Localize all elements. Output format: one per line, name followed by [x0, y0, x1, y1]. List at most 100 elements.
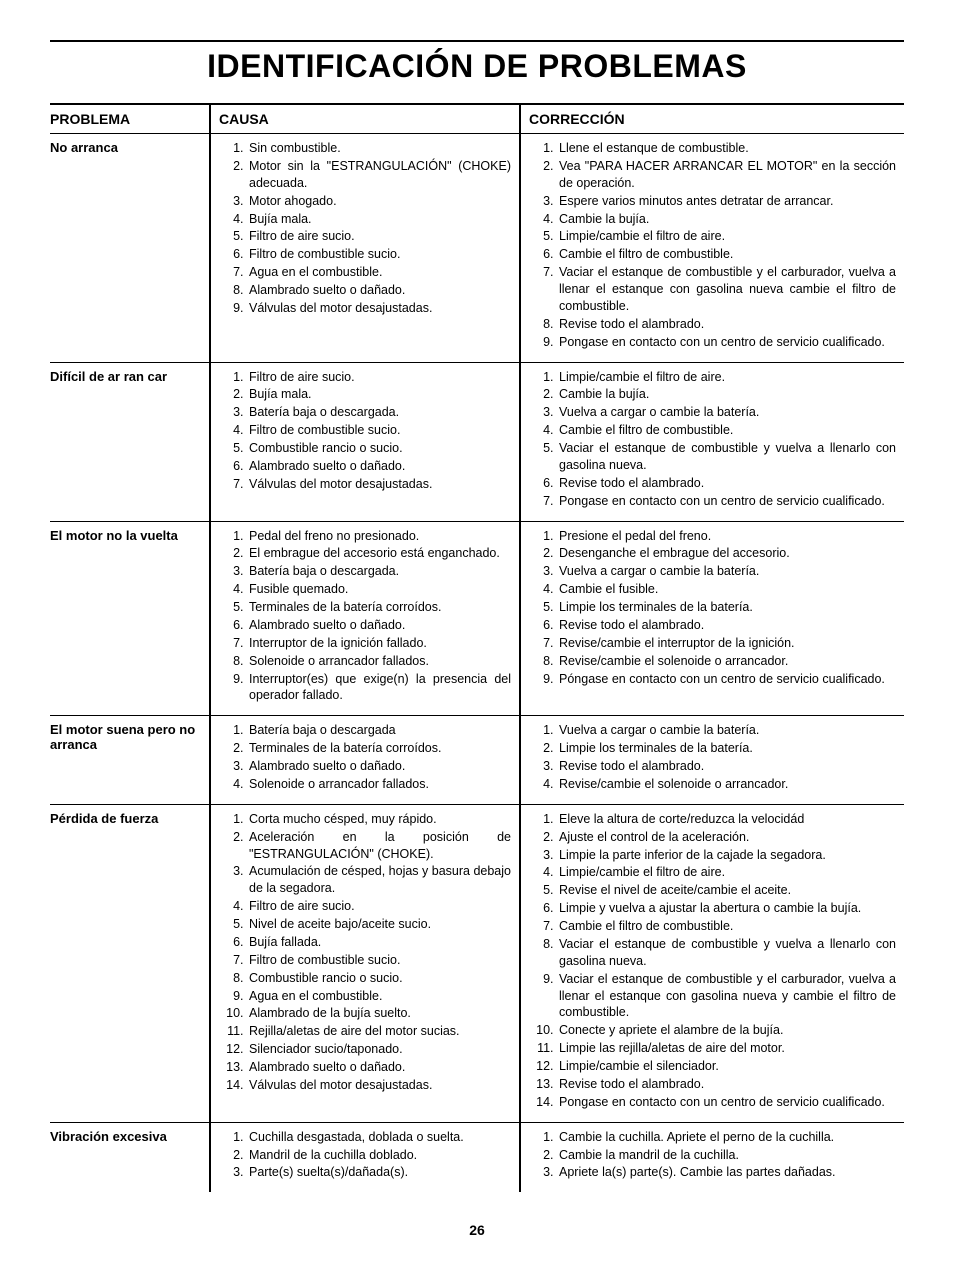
cause-item: Filtro de combustible sucio.: [247, 422, 511, 439]
cause-item: Aceleración en la posición de "ESTRANGUL…: [247, 829, 511, 863]
fix-item: Cambie el fusible.: [557, 581, 896, 598]
fix-item: Cambie la mandril de la cuchilla.: [557, 1147, 896, 1164]
cause-item: Interruptor(es) que exige(n) la presenci…: [247, 671, 511, 705]
fix-item: Revise el nivel de aceite/cambie el acei…: [557, 882, 896, 899]
fix-item: Llene el estanque de combustible.: [557, 140, 896, 157]
fix-item: Limpie y vuelva a ajustar la abertura o …: [557, 900, 896, 917]
fix-item: Vea "PARA HACER ARRANCAR EL MOTOR" en la…: [557, 158, 896, 192]
top-rule: [50, 40, 904, 42]
fix-cell: Llene el estanque de combustible.Vea "PA…: [520, 134, 904, 363]
cause-item: Alambrado suelto o dañado.: [247, 282, 511, 299]
cause-item: Solenoide o arrancador fallados.: [247, 776, 511, 793]
cause-item: Combustible rancio o sucio.: [247, 440, 511, 457]
fix-item: Vaciar el estanque de combustible y el c…: [557, 264, 896, 315]
cause-item: Combustible rancio o sucio.: [247, 970, 511, 987]
page-number: 26: [50, 1222, 904, 1238]
fix-item: Limpie/cambie el filtro de aire.: [557, 228, 896, 245]
cause-item: Pedal del freno no presionado.: [247, 528, 511, 545]
fix-item: Cambie el filtro de combustible.: [557, 246, 896, 263]
fix-item: Limpie/cambie el filtro de aire.: [557, 864, 896, 881]
fix-cell: Cambie la cuchilla. Apriete el perno de …: [520, 1122, 904, 1192]
page-title: IDENTIFICACIÓN DE PROBLEMAS: [50, 48, 904, 85]
table-row: No arrancaSin combustible.Motor sin la "…: [50, 134, 904, 363]
fix-item: Vaciar el estanque de combustible y vuel…: [557, 936, 896, 970]
troubleshoot-table: PROBLEMA CAUSA CORRECCIÓN No arrancaSin …: [50, 103, 904, 1192]
cause-item: Filtro de aire sucio.: [247, 369, 511, 386]
cause-item: Terminales de la batería corroídos.: [247, 599, 511, 616]
problem-cell: No arranca: [50, 134, 210, 363]
fix-cell: Limpie/cambie el filtro de aire.Cambie l…: [520, 362, 904, 521]
cause-cell: Batería baja o descargadaTerminales de l…: [210, 716, 520, 805]
cause-item: El embrague del accesorio está enganchad…: [247, 545, 511, 562]
cause-item: Alambrado suelto o dañado.: [247, 1059, 511, 1076]
problem-cell: Vibración excesiva: [50, 1122, 210, 1192]
cause-item: Filtro de combustible sucio.: [247, 246, 511, 263]
fix-cell: Vuelva a cargar o cambie la batería.Limp…: [520, 716, 904, 805]
fix-item: Limpie los terminales de la batería.: [557, 740, 896, 757]
fix-item: Pongase en contacto con un centro de ser…: [557, 1094, 896, 1111]
table-row: Pérdida de fuerzaCorta mucho césped, muy…: [50, 804, 904, 1122]
fix-item: Ajuste el control de la aceleración.: [557, 829, 896, 846]
cause-item: Batería baja o descargada.: [247, 404, 511, 421]
fix-item: Vaciar el estanque de combustible y el c…: [557, 971, 896, 1022]
cause-item: Bujía mala.: [247, 386, 511, 403]
cause-item: Silenciador sucio/taponado.: [247, 1041, 511, 1058]
fix-item: Revise/cambie el solenoide o arrancador.: [557, 653, 896, 670]
fix-item: Revise todo el alambrado.: [557, 475, 896, 492]
fix-item: Eleve la altura de corte/reduzca la velo…: [557, 811, 896, 828]
cause-item: Sin combustible.: [247, 140, 511, 157]
cause-item: Agua en el combustible.: [247, 988, 511, 1005]
cause-item: Agua en el combustible.: [247, 264, 511, 281]
fix-item: Pongase en contacto con un centro de ser…: [557, 334, 896, 351]
fix-item: Limpie las rejilla/aletas de aire del mo…: [557, 1040, 896, 1057]
col-header-problem: PROBLEMA: [50, 104, 210, 134]
fix-item: Póngase en contacto con un centro de ser…: [557, 671, 896, 688]
cause-item: Parte(s) suelta(s)/dañada(s).: [247, 1164, 511, 1181]
cause-item: Acumulación de césped, hojas y basura de…: [247, 863, 511, 897]
cause-item: Corta mucho césped, muy rápido.: [247, 811, 511, 828]
fix-cell: Presione el pedal del freno.Desenganche …: [520, 521, 904, 716]
cause-item: Válvulas del motor desajustadas.: [247, 300, 511, 317]
cause-item: Bujía mala.: [247, 211, 511, 228]
fix-item: Vuelva a cargar o cambie la batería.: [557, 563, 896, 580]
cause-item: Válvulas del motor desajustadas.: [247, 1077, 511, 1094]
cause-item: Terminales de la batería corroídos.: [247, 740, 511, 757]
cause-item: Filtro de aire sucio.: [247, 228, 511, 245]
col-header-cause: CAUSA: [210, 104, 520, 134]
table-row: El motor suena pero no arrancaBatería ba…: [50, 716, 904, 805]
fix-item: Revise todo el alambrado.: [557, 316, 896, 333]
fix-item: Cambie la bujía.: [557, 211, 896, 228]
fix-item: Cambie la bujía.: [557, 386, 896, 403]
cause-item: Alambrado suelto o dañado.: [247, 458, 511, 475]
cause-item: Nivel de aceite bajo/aceite sucio.: [247, 916, 511, 933]
problem-cell: El motor no la vuelta: [50, 521, 210, 716]
cause-item: Rejilla/aletas de aire del motor sucias.: [247, 1023, 511, 1040]
cause-item: Válvulas del motor desajustadas.: [247, 476, 511, 493]
cause-item: Alambrado suelto o dañado.: [247, 758, 511, 775]
cause-cell: Corta mucho césped, muy rápido.Aceleraci…: [210, 804, 520, 1122]
fix-item: Desenganche el embrague del accesorio.: [557, 545, 896, 562]
cause-item: Bujía fallada.: [247, 934, 511, 951]
problem-cell: Pérdida de fuerza: [50, 804, 210, 1122]
fix-item: Limpie la parte inferior de la cajade la…: [557, 847, 896, 864]
fix-item: Cambie el filtro de combustible.: [557, 918, 896, 935]
cause-item: Alambrado de la bujía suelto.: [247, 1005, 511, 1022]
fix-item: Vuelva a cargar o cambie la batería.: [557, 404, 896, 421]
fix-item: Vuelva a cargar o cambie la batería.: [557, 722, 896, 739]
problem-cell: El motor suena pero no arranca: [50, 716, 210, 805]
fix-item: Revise/cambie el solenoide o arrancador.: [557, 776, 896, 793]
cause-cell: Sin combustible.Motor sin la "ESTRANGULA…: [210, 134, 520, 363]
fix-cell: Eleve la altura de corte/reduzca la velo…: [520, 804, 904, 1122]
fix-item: Limpie los terminales de la batería.: [557, 599, 896, 616]
cause-cell: Filtro de aire sucio.Bujía mala.Batería …: [210, 362, 520, 521]
fix-item: Revise todo el alambrado.: [557, 758, 896, 775]
fix-item: Revise/cambie el interruptor de la ignic…: [557, 635, 896, 652]
col-header-correction: CORRECCIÓN: [520, 104, 904, 134]
fix-item: Limpie/cambie el filtro de aire.: [557, 369, 896, 386]
cause-item: Cuchilla desgastada, doblada o suelta.: [247, 1129, 511, 1146]
cause-item: Motor sin la "ESTRANGULACIÓN" (CHOKE) ad…: [247, 158, 511, 192]
cause-item: Interruptor de la ignición fallado.: [247, 635, 511, 652]
fix-item: Pongase en contacto con un centro de ser…: [557, 493, 896, 510]
fix-item: Conecte y apriete el alambre de la bujía…: [557, 1022, 896, 1039]
fix-item: Espere varios minutos antes detratar de …: [557, 193, 896, 210]
